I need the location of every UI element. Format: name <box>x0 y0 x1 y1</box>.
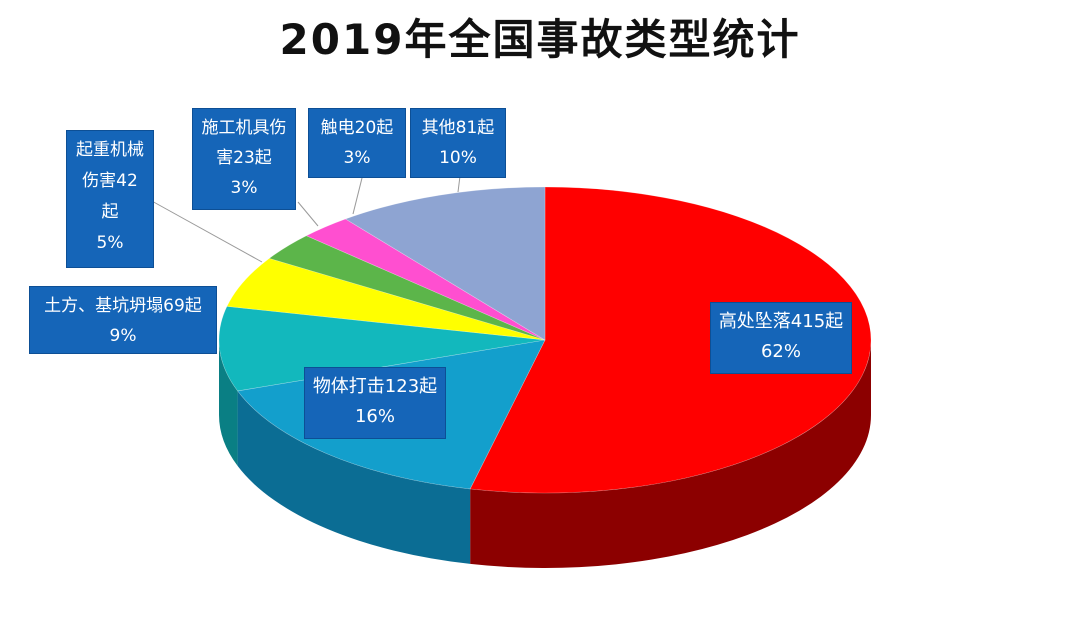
data-label-other-pct: 10% <box>439 148 477 168</box>
leader-lines <box>149 175 461 263</box>
data-label-collapse-name: 土方、基坑坍塌69起 <box>44 296 202 316</box>
data-label-crane-name-1: 起重机械 <box>76 140 144 160</box>
data-label-fall-name: 高处坠落415起 <box>718 311 844 332</box>
pie-slice-0 <box>469 186 872 494</box>
data-label-strike: 物体打击123起 16% <box>304 367 446 439</box>
leader-line-other <box>457 175 461 193</box>
pie-slice-2 <box>218 306 546 392</box>
pie-side-0 <box>470 340 871 569</box>
data-label-crane-pct: 5% <box>96 233 124 253</box>
data-label-shock: 触电20起 3% <box>308 108 406 178</box>
data-label-tools-pct: 3% <box>230 178 258 198</box>
data-label-strike-name: 物体打击123起 <box>312 376 438 397</box>
leader-line-crane <box>149 199 263 263</box>
pie-side-1 <box>237 390 471 564</box>
pie-slice-3 <box>226 258 546 341</box>
data-label-shock-pct: 3% <box>343 148 371 168</box>
pie-side-2 <box>219 340 238 466</box>
data-label-collapse: 土方、基坑坍塌69起 9% <box>29 286 217 354</box>
pie-slice-5 <box>305 218 546 341</box>
pie-slice-6 <box>344 186 546 341</box>
leader-line-shock <box>352 177 363 215</box>
data-label-collapse-pct: 9% <box>109 326 137 346</box>
pie-side-layer <box>219 340 871 569</box>
data-label-other: 其他81起 10% <box>410 108 506 178</box>
data-label-other-name: 其他81起 <box>421 118 495 138</box>
data-label-crane-name-2: 伤害42 <box>82 171 138 191</box>
data-label-tools-name-2: 害23起 <box>216 148 272 168</box>
data-label-tools: 施工机具伤 害23起 3% <box>192 108 296 210</box>
data-label-shock-name: 触电20起 <box>320 118 394 138</box>
data-label-crane-name-3: 起 <box>101 202 119 222</box>
data-label-crane: 起重机械 伤害42 起 5% <box>66 130 154 268</box>
leader-line-tools <box>297 201 319 227</box>
chart-title: 2019年全国事故类型统计 <box>279 15 801 64</box>
data-label-fall: 高处坠落415起 62% <box>710 302 852 374</box>
data-label-fall-pct: 62% <box>760 341 801 362</box>
pie-slice-4 <box>268 235 546 341</box>
data-label-tools-name-1: 施工机具伤 <box>201 118 287 138</box>
data-label-strike-pct: 16% <box>354 406 395 427</box>
